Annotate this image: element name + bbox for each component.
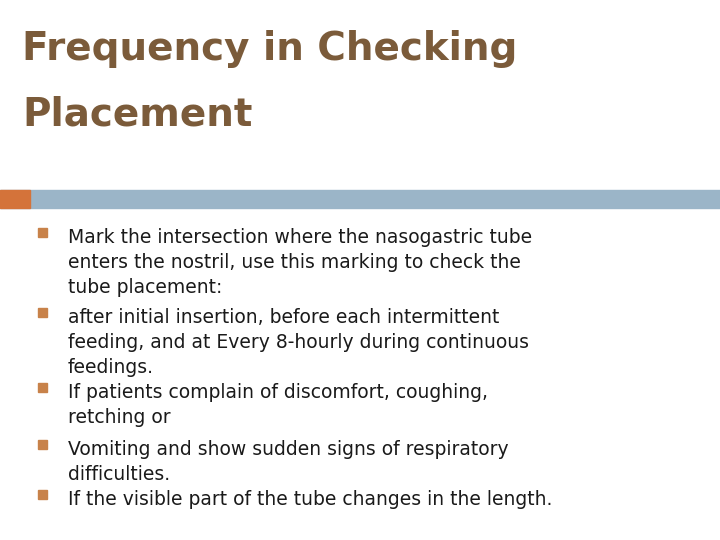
Text: Placement: Placement — [22, 95, 253, 133]
Text: Frequency in Checking: Frequency in Checking — [22, 30, 518, 68]
Bar — [38, 308, 47, 317]
Text: If the visible part of the tube changes in the length.: If the visible part of the tube changes … — [68, 490, 552, 509]
Bar — [38, 490, 47, 499]
Bar — [38, 440, 47, 449]
Text: Mark the intersection where the nasogastric tube
enters the nostril, use this ma: Mark the intersection where the nasogast… — [68, 228, 532, 297]
Text: If patients complain of discomfort, coughing,
retching or: If patients complain of discomfort, coug… — [68, 383, 488, 427]
Bar — [0, 190, 720, 208]
Bar — [38, 383, 47, 392]
Bar — [38, 228, 47, 237]
Text: Vomiting and show sudden signs of respiratory
difficulties.: Vomiting and show sudden signs of respir… — [68, 440, 508, 484]
Text: after initial insertion, before each intermittent
feeding, and at Every 8-hourly: after initial insertion, before each int… — [68, 308, 529, 377]
Bar — [0, 190, 30, 208]
